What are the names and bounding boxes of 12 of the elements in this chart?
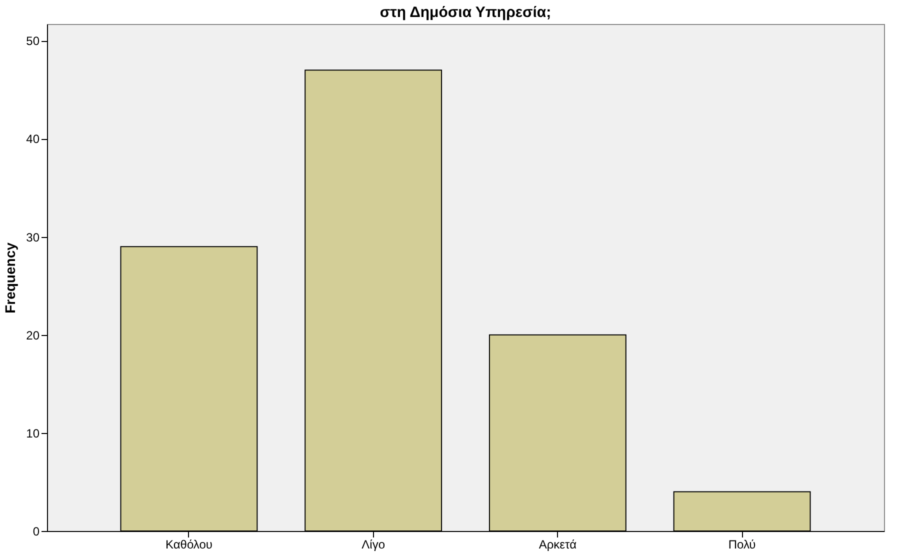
y-tick-label: 0 [32,524,40,538]
y-tick-label: 30 [26,230,40,244]
y-tick-label: 50 [26,34,40,48]
y-axis-title: Frequency [2,242,18,314]
x-tick-label: Πολύ [728,538,756,552]
y-tick-label: 10 [26,426,40,440]
x-tick-label: Αρκετά [538,538,577,552]
x-tick-label: Λίγο [362,538,386,552]
y-tick-label: 20 [26,328,40,342]
x-tick-label: Καθόλου [165,538,212,552]
chart-title: στη Δημόσια Υπηρεσία; [380,4,552,21]
y-tick-label: 40 [26,132,40,146]
